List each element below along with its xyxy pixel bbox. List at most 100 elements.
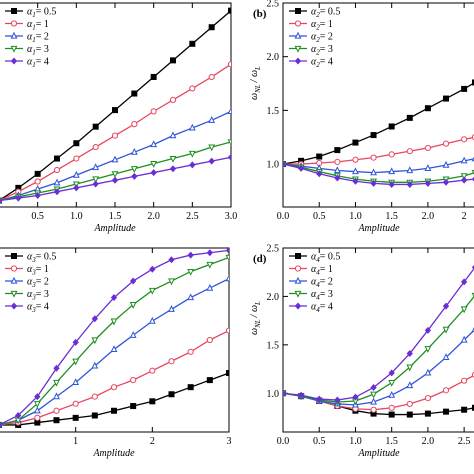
data-point-s5-10: [442, 178, 450, 186]
data-point-s3-4: [53, 392, 60, 400]
data-point-s2-11: [461, 136, 468, 143]
legend-value: = 2: [36, 277, 49, 288]
legend-entry-4: α3= 3: [27, 289, 49, 302]
data-point-s4-9: [148, 287, 156, 295]
legend-value: = 4: [36, 57, 49, 68]
data-point-s2-12: [208, 73, 215, 81]
legend-entry-4: α4= 3: [311, 289, 333, 302]
data-point-s5-2: [15, 194, 22, 202]
data-point-s5-8: [131, 172, 138, 180]
legend-symbol: α: [311, 44, 317, 55]
legend-symbol: α: [27, 289, 33, 300]
data-point-s1-8: [130, 403, 137, 410]
x-axis-label: Amplitude: [357, 448, 400, 459]
legend-symbol: α: [27, 302, 33, 313]
data-point-s4-12: [208, 144, 216, 152]
legend-entry-1: α2= 0.5: [311, 7, 340, 20]
legend-subscript: 2: [316, 24, 320, 32]
data-point-s4-10: [168, 278, 175, 286]
data-point-s5-6: [370, 179, 377, 187]
legend-value: = 0.5: [36, 7, 57, 18]
data-point-s4-13: [227, 139, 231, 147]
data-point-s5-9: [149, 265, 156, 273]
data-point-s5-5: [352, 177, 359, 185]
y-tick-label: 2.5: [267, 0, 280, 10]
legend-swatch-marker: [294, 57, 302, 65]
data-point-s2-8: [130, 377, 137, 384]
data-point-s4-6: [91, 337, 99, 345]
data-point-s1-10: [168, 391, 175, 398]
data-point-s2-10: [169, 96, 177, 104]
data-point-s3-4: [333, 166, 341, 174]
legend-symbol: α: [311, 32, 317, 43]
data-point-s4-13: [225, 254, 229, 262]
data-point-s4-11: [460, 306, 468, 314]
x-tick-label: 2.5: [458, 436, 471, 447]
legend-subscript: 2: [316, 11, 320, 19]
legend-entry-3: α2= 2: [311, 32, 333, 45]
data-point-s2-6: [370, 406, 377, 413]
data-point-s3-11: [460, 335, 468, 343]
data-point-s4-11: [187, 268, 195, 276]
data-point-s5-12: [208, 157, 215, 165]
data-point-s5-12: [206, 249, 213, 257]
data-point-s5-3: [316, 170, 323, 178]
legend-subscript: 3: [31, 281, 36, 289]
legend-subscript: 1: [32, 61, 36, 69]
data-point-s1-12: [206, 377, 213, 384]
data-point-s1-8: [131, 90, 138, 97]
data-point-s5-1: [0, 422, 3, 428]
data-point-s2-11: [189, 85, 196, 92]
data-point-s5-10: [168, 256, 175, 264]
x-tick-label: 3: [227, 436, 232, 447]
data-point-s5-4: [334, 396, 341, 404]
data-point-s2-4: [334, 158, 341, 166]
data-point-s4-8: [129, 302, 137, 309]
data-point-s1-10: [443, 95, 450, 102]
y-tick-label: 2.0: [267, 292, 280, 303]
legend-subscript: 2: [316, 49, 320, 57]
legend-symbol: α: [311, 289, 317, 300]
data-point-s3-8: [406, 381, 414, 389]
data-point-s2-4: [53, 166, 61, 174]
data-point-s1-5: [72, 414, 79, 421]
data-point-s5-1: [283, 389, 287, 397]
data-point-s4-9: [150, 161, 158, 168]
legend-entry-2: α2= 1: [311, 19, 333, 32]
legend-symbol: α: [27, 7, 33, 18]
legend-value: = 0.5: [320, 7, 341, 18]
data-point-s4-11: [188, 150, 196, 158]
legend-subscript: 1: [32, 36, 36, 44]
legend-symbol: α: [27, 252, 33, 263]
data-point-s5-3: [34, 393, 41, 401]
legend-symbol: α: [27, 57, 33, 68]
data-point-s2-9: [149, 367, 156, 374]
legend-swatch-marker: [294, 20, 302, 27]
data-point-s5-11: [189, 161, 196, 169]
data-point-s1-7: [111, 407, 118, 414]
x-tick-label: 2.5: [186, 211, 199, 222]
data-point-s1-6: [91, 412, 98, 419]
data-point-s2-13: [227, 61, 231, 68]
data-point-s5-10: [442, 302, 450, 310]
data-point-s2-10: [168, 358, 175, 365]
legend-subscript: 2: [316, 36, 320, 44]
series-group: [283, 264, 474, 418]
data-point-s1-9: [150, 73, 157, 80]
legend-entry-2: α1= 1: [27, 19, 49, 32]
legend-swatch-marker: [294, 276, 302, 284]
data-point-s3-12: [206, 283, 214, 291]
legend-subscript: 4: [316, 294, 320, 302]
legend-subscript: 3: [31, 269, 36, 277]
data-point-s4-3: [33, 401, 41, 408]
legend-swatch-marker: [10, 290, 18, 298]
data-point-s5-13: [225, 248, 229, 254]
panel-label: (d): [253, 253, 267, 265]
data-point-s4-6: [92, 176, 100, 184]
data-point-s3-11: [460, 156, 468, 164]
y-label-den-sub: L: [254, 66, 262, 71]
data-point-s3-9: [424, 368, 432, 376]
legend-symbol: α: [311, 19, 317, 30]
data-point-s3-9: [424, 164, 432, 171]
